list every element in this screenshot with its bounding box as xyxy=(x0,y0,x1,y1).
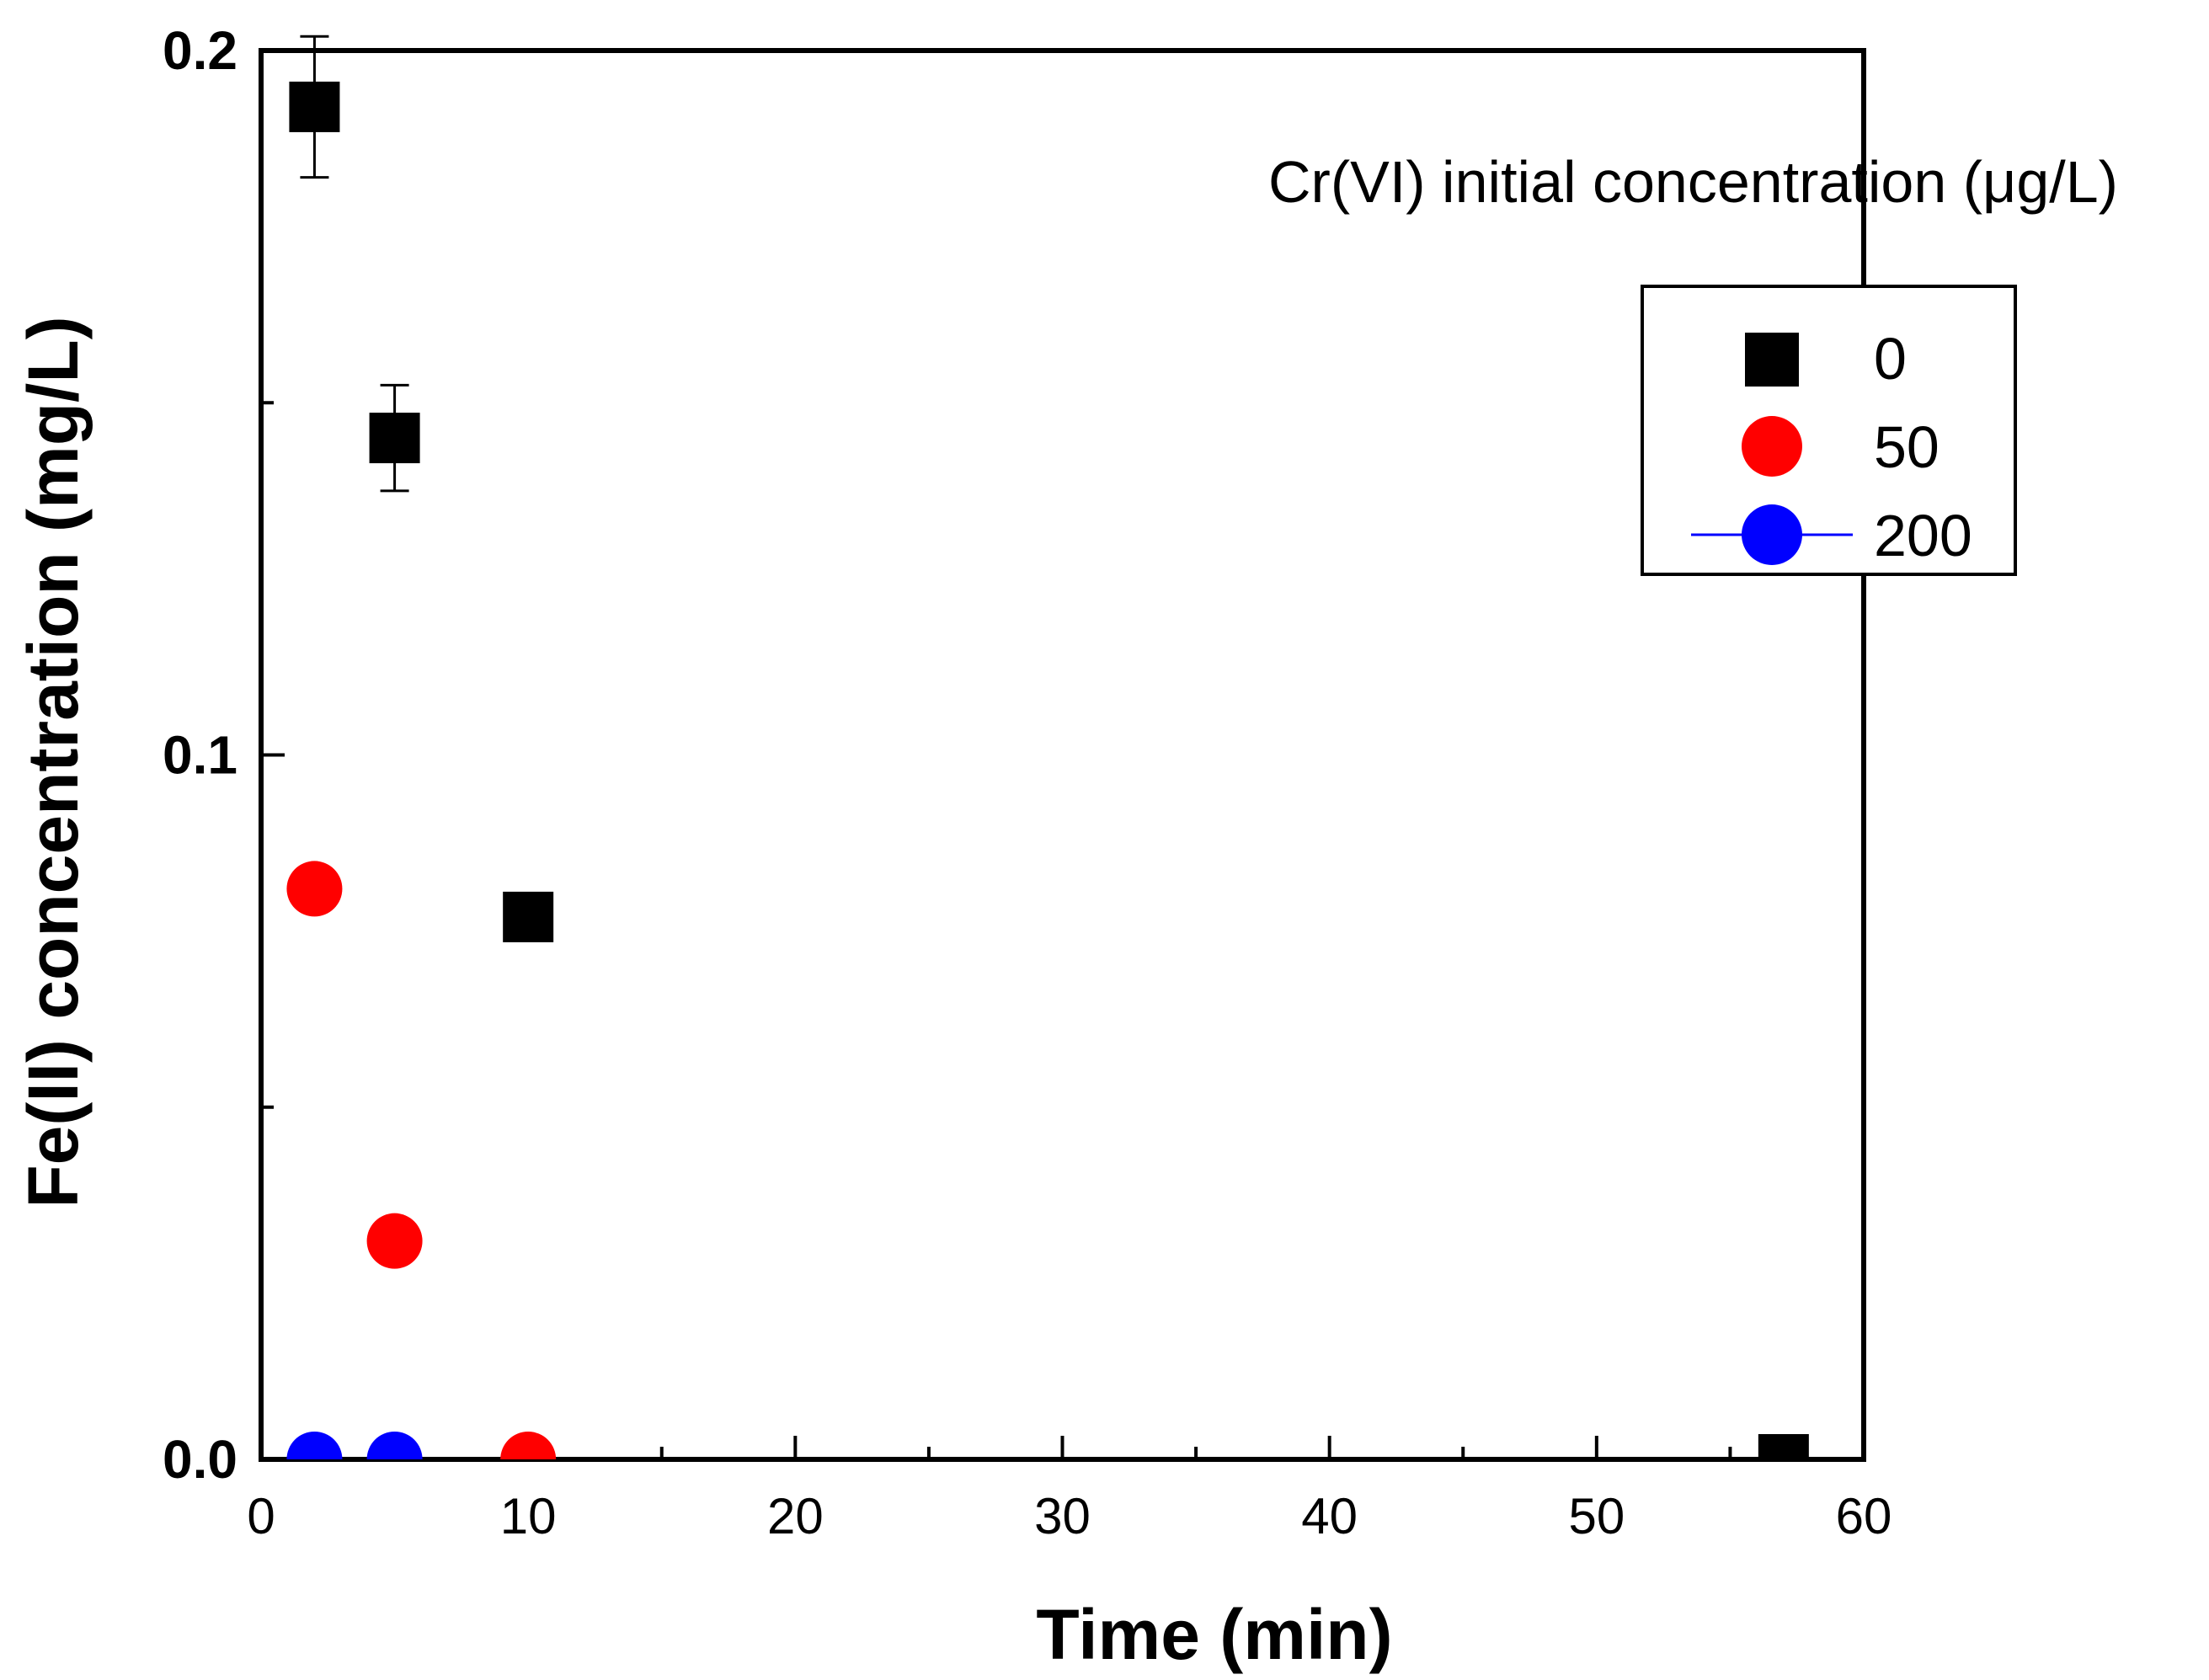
x-tick-label: 20 xyxy=(767,1488,824,1544)
data-point-series-50 xyxy=(500,1432,557,1459)
data-point-series-0 xyxy=(1758,1434,1809,1459)
data-point-series-0 xyxy=(289,81,340,132)
x-tick-label: 10 xyxy=(500,1488,557,1544)
x-tick-label: 40 xyxy=(1301,1488,1358,1544)
x-tick-label: 50 xyxy=(1568,1488,1625,1544)
ticks-layer: 0 10 20 30 40 50 60 0.0 0.1 0.2 xyxy=(163,20,1892,1544)
legend: 0 50 200 xyxy=(1641,285,2017,576)
legend-marker-200-circle xyxy=(1742,504,1802,565)
data-point-series-0 xyxy=(503,891,554,942)
chart-annotation: Cr(VI) initial concentration (μg/L) xyxy=(1268,149,2118,215)
data-point-series-50 xyxy=(286,861,343,917)
legend-box xyxy=(1641,285,2017,576)
y-tick-label: 0.2 xyxy=(163,20,237,81)
x-axis-title: Time (min) xyxy=(1036,1595,1392,1674)
legend-marker-50-circle xyxy=(1742,416,1802,477)
data-point-series-50 xyxy=(366,1213,423,1269)
y-tick-label: 0.0 xyxy=(163,1429,237,1490)
x-tick-label: 30 xyxy=(1034,1488,1091,1544)
legend-label-200: 200 xyxy=(1874,503,1972,568)
y-tick-label: 0.1 xyxy=(163,725,237,786)
points-layer xyxy=(286,81,1809,1459)
legend-label-50: 50 xyxy=(1874,414,1940,480)
data-point-series-200 xyxy=(366,1432,423,1459)
legend-label-0: 0 xyxy=(1874,326,1907,392)
x-tick-label: 0 xyxy=(247,1488,275,1544)
y-axis-title: Fe(II) concentration (mg/L) xyxy=(13,316,93,1208)
x-tick-label: 60 xyxy=(1836,1488,1892,1544)
plot-frame xyxy=(259,48,1866,1462)
data-point-series-200 xyxy=(286,1432,343,1459)
legend-marker-0-square xyxy=(1745,333,1799,387)
data-point-series-0 xyxy=(369,413,420,464)
